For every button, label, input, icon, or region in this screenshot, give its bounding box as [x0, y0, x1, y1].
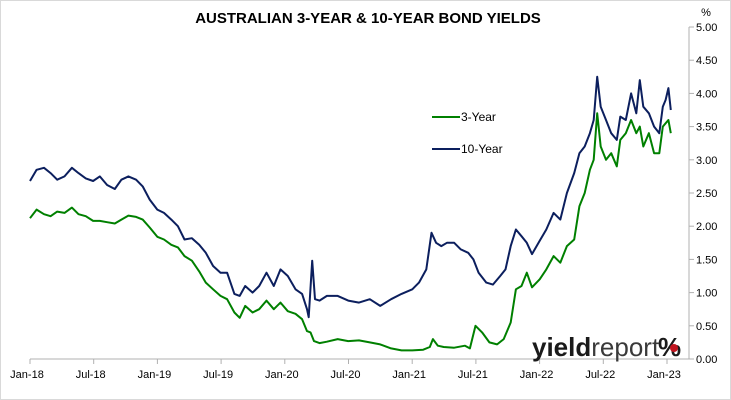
y-axis-ticks: 0.00 0.50 1.00 1.50 2.00 2.50 3.00 3.50 4.00 4.50…	[689, 22, 717, 366]
logo-word-yield: yield	[532, 332, 591, 362]
x-tick-label: Jan-20	[265, 369, 299, 381]
x-tick-label: Jul-20	[331, 369, 361, 381]
logo-wordmark: yieldreport	[532, 332, 660, 362]
logo-percent-symbol: %	[658, 332, 681, 362]
y-tick-label: 0.00	[696, 354, 717, 366]
yieldreport-logo: yieldreport %	[532, 332, 681, 362]
x-tick-label: Jul-21	[458, 369, 488, 381]
y-tick-label: 2.00	[696, 221, 717, 233]
x-tick-label: Jul-18	[76, 369, 106, 381]
legend-item-3-year: 3-Year	[432, 110, 496, 124]
y-tick-label: 5.00	[696, 22, 717, 34]
y-tick-label: 1.00	[696, 288, 717, 300]
series-line-10-year	[29, 75, 672, 319]
logo-red-dot-icon	[670, 344, 678, 352]
y-tick-label: 0.50	[696, 321, 717, 333]
x-axis-ticks: Jan-18 Jul-18 Jan-19 Jul-19 Jan-20 Jul-20 Jan-…	[10, 359, 681, 381]
x-tick-label: Jul-22	[585, 369, 615, 381]
y-tick-label: 4.50	[696, 55, 717, 67]
logo-word-report: report	[591, 332, 660, 362]
series-layer	[29, 75, 672, 352]
chart-title: AUSTRALIAN 3-YEAR & 10-YEAR BOND YIELDS	[195, 10, 541, 27]
x-tick-label: Jul-19	[203, 369, 233, 381]
legend: 3-Year 10-Year	[432, 110, 503, 156]
series-line-3-year	[29, 112, 672, 352]
x-tick-label: Jan-22	[520, 369, 554, 381]
y-tick-label: 2.50	[696, 188, 717, 200]
y-tick-label: 3.50	[696, 122, 717, 134]
x-tick-label: Jan-18	[10, 369, 44, 381]
x-tick-label: Jan-19	[138, 369, 172, 381]
legend-item-10-year: 10-Year	[432, 142, 503, 156]
y-tick-label: 4.00	[696, 88, 717, 100]
legend-label-10-year: 10-Year	[461, 142, 503, 156]
y-tick-label: 3.00	[696, 155, 717, 167]
y-tick-label: 1.50	[696, 254, 717, 266]
x-tick-label: Jan-23	[647, 369, 681, 381]
legend-label-3-year: 3-Year	[461, 110, 496, 124]
y-axis-unit: %	[701, 7, 711, 19]
x-tick-label: Jan-21	[392, 369, 426, 381]
